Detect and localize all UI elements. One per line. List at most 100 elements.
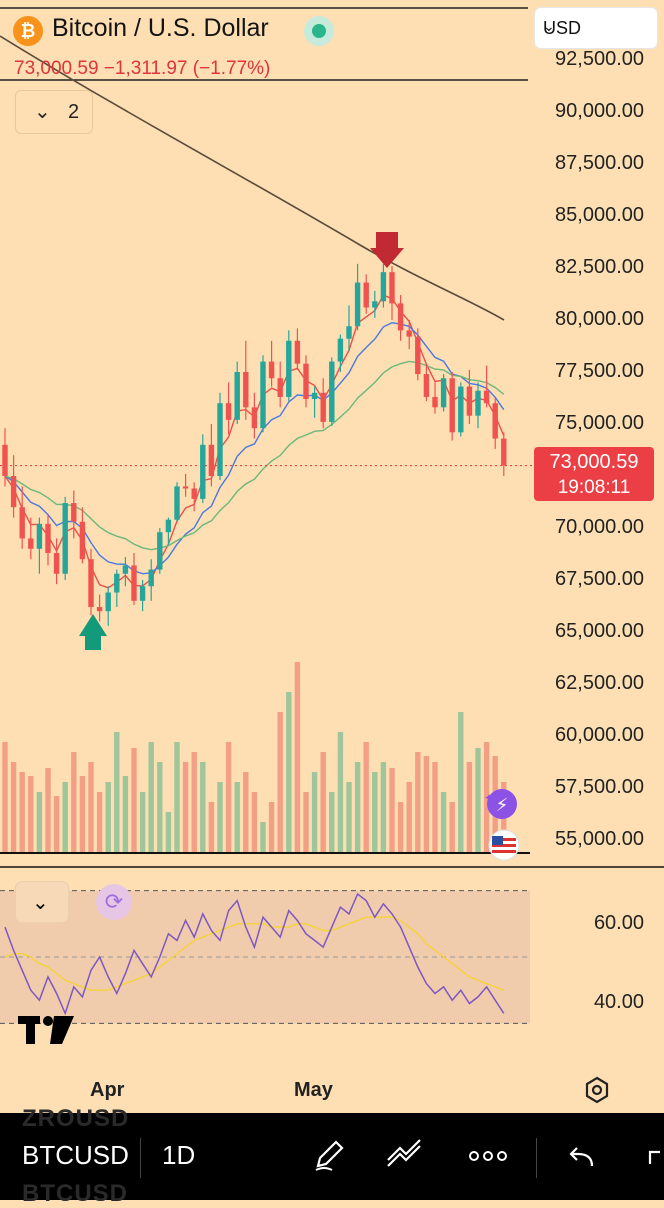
volume-bar [406,782,412,852]
pen-tool-icon[interactable] [310,1138,346,1174]
volume-bar [346,782,352,852]
volume-bar [217,782,223,852]
candle-body [28,538,34,549]
moving-average-line [4,360,505,551]
candle-body [71,503,77,522]
candle-body [286,340,292,397]
candle-body [182,486,189,489]
price-axis-label: 85,000.00 [555,204,644,226]
candle-body [174,486,180,520]
volume-bar [62,782,68,852]
candle-body [354,282,361,327]
bitcoin-logo-icon: ₿ [13,16,43,46]
volume-bar [19,772,25,852]
candlesticks [2,263,507,626]
candle-body [200,444,206,499]
candle-body [191,488,197,499]
candle-body [389,272,395,304]
volume-bar [483,742,490,852]
rsi-line [4,892,505,1016]
volume-bar [277,712,283,852]
redo-icon[interactable] [644,1140,664,1174]
price-axis-label: 70,000.00 [555,516,644,538]
candle-body [53,552,60,574]
volume-bar [329,792,335,852]
refresh-icon[interactable]: ⟳ [96,884,132,920]
candle-body [320,392,326,422]
chart-canvas[interactable] [0,0,664,1113]
volume-bar [88,762,94,852]
volume-bar [200,762,206,852]
price-axis-label: 60,000.00 [555,724,644,746]
market-status-icon[interactable] [304,16,334,46]
volume-bar [157,762,163,852]
candle-body [277,378,283,397]
volume-bar [191,752,197,852]
volume-bar [96,792,103,852]
candle-body [268,361,275,379]
volume-bar [139,792,146,852]
volume-bar [208,802,215,852]
candle-body [251,407,258,429]
volume-bar [354,762,361,852]
price-axis-label: 92,500.00 [555,48,644,70]
volume-bar [363,742,369,852]
candle-body [311,392,318,400]
candle-body [45,523,51,553]
volume-bar [28,776,34,852]
indicator-toggle-button[interactable]: ⌄ 2 [15,90,93,134]
toolbar-divider [536,1138,537,1178]
candle-body [96,607,103,612]
volume-bar [174,742,180,852]
price-change-line: 73,000.59 −1,311.97 (−1.77%) [14,58,271,79]
volume-bar [286,692,292,852]
us-economic-events-icon[interactable] [487,828,521,862]
symbol-search-button[interactable]: BTCUSD [22,1140,129,1170]
volume-bar [449,802,455,852]
candle-body [458,386,464,433]
candle-body [114,573,120,593]
candle-body [165,519,172,533]
undo-icon[interactable] [566,1142,598,1172]
candle-body [466,386,473,416]
volume-bar [2,742,8,852]
ghost-symbol-bottom: BTCUSD [22,1180,128,1207]
price-axis-label: 67,500.00 [555,568,644,590]
symbol-title[interactable]: Bitcoin / U.S. Dollar [52,14,269,42]
volume-bar [53,796,60,852]
candle-body [423,374,430,397]
toolbar-divider [140,1138,141,1178]
volume-bar [45,768,51,852]
candle-body [329,361,335,422]
price-axis-label: 62,500.00 [555,672,644,694]
volume-bar [432,762,438,852]
interval-button[interactable]: 1D [162,1140,196,1170]
volume-bar [320,752,326,852]
rsi-collapse-button[interactable]: ⌄ [16,882,68,922]
candle-body [501,438,507,466]
currency-select[interactable]: USD ⌄ [535,8,657,48]
rsi-axis-label: 40.00 [593,991,644,1013]
volume-bar [458,712,464,852]
time-axis-label: May [294,1079,333,1101]
signal-arrows [79,232,404,650]
bar-countdown: 19:08:11 [557,477,631,498]
candle-body [415,336,421,375]
volume-bar [380,762,387,852]
price-axis-label: 80,000.00 [555,308,644,330]
settings-gear-icon[interactable] [582,1075,612,1105]
more-icon[interactable] [468,1146,508,1166]
volume-bar [389,768,395,852]
candle-body [131,565,137,601]
indicators-icon[interactable] [384,1138,424,1174]
candle-body [148,569,154,587]
candle-body [440,378,447,408]
chevron-down-icon: ⌄ [543,18,555,34]
volume-bar [122,776,129,852]
moving-average-line [0,35,505,321]
grid-lines [0,7,664,868]
volume-bar [294,662,301,852]
volume-bar [131,748,137,852]
volume-bar [475,748,481,852]
ai-sparkle-icon[interactable]: ⚡ ✦ [478,786,522,822]
